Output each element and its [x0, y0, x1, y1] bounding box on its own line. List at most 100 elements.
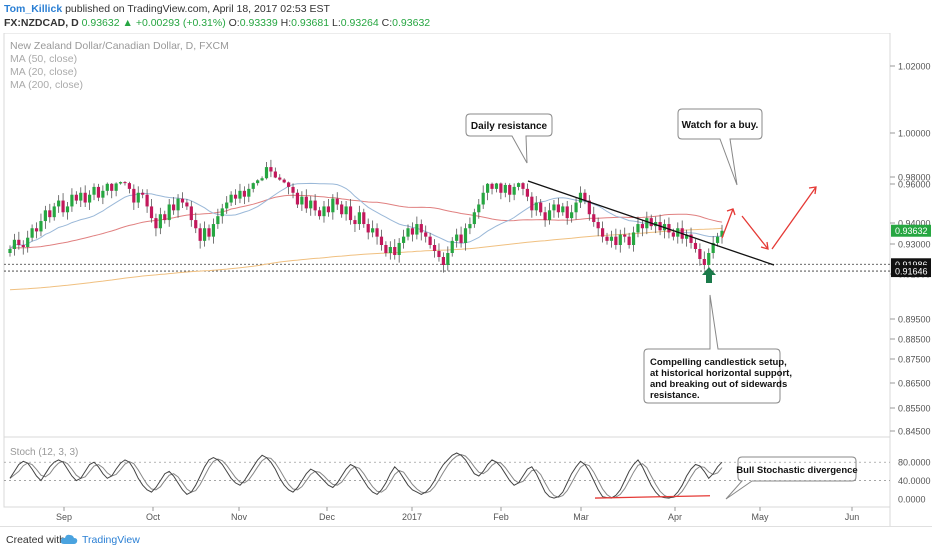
candle-body[interactable] — [8, 249, 12, 253]
callout-watch-buy[interactable]: Watch for a buy. — [677, 108, 763, 186]
candle-body[interactable] — [88, 194, 92, 203]
stoch-label[interactable]: Stoch (12, 3, 3) — [10, 447, 78, 458]
candle-body[interactable] — [189, 206, 193, 221]
candle-body[interactable] — [428, 236, 432, 245]
candle-body[interactable] — [424, 232, 428, 237]
candle-body[interactable] — [322, 206, 326, 217]
candle-body[interactable] — [574, 202, 578, 213]
candle-body[interactable] — [600, 228, 605, 237]
candle-body[interactable] — [105, 183, 109, 191]
candle-body[interactable] — [326, 206, 331, 213]
candle-body[interactable] — [238, 190, 242, 199]
candle-body[interactable] — [220, 208, 224, 217]
candle-body[interactable] — [539, 202, 543, 213]
candle-body[interactable] — [357, 212, 361, 225]
candle-body[interactable] — [432, 245, 437, 251]
candle-body[interactable] — [490, 183, 494, 189]
candle-body[interactable] — [481, 192, 485, 205]
candle-body[interactable] — [605, 236, 609, 241]
candle-body[interactable] — [154, 218, 158, 229]
ma20-line[interactable] — [9, 182, 722, 250]
candle-body[interactable] — [348, 206, 353, 221]
candle-body[interactable] — [92, 186, 96, 195]
candle-body[interactable] — [516, 183, 521, 187]
candle-body[interactable] — [335, 198, 339, 205]
candle-body[interactable] — [61, 200, 65, 213]
time-axis[interactable]: Sep Oct Nov Dec 2017 Feb Mar Apr May Jun — [56, 507, 859, 522]
candle-body[interactable] — [52, 206, 56, 218]
candle-body[interactable] — [291, 186, 295, 193]
candle-body[interactable] — [455, 234, 459, 241]
divergence-line[interactable] — [594, 495, 711, 499]
candle-body[interactable] — [207, 228, 211, 237]
candle-body[interactable] — [371, 228, 375, 233]
candle-body[interactable] — [685, 234, 689, 239]
candle-body[interactable] — [225, 202, 229, 209]
candle-body[interactable] — [486, 183, 490, 193]
candle-body[interactable] — [578, 192, 583, 203]
candle-body[interactable] — [211, 224, 216, 237]
candle-body[interactable] — [547, 210, 552, 221]
candle-body[interactable] — [101, 190, 105, 198]
candle-body[interactable] — [70, 194, 74, 207]
candles[interactable] — [8, 159, 724, 273]
candle-body[interactable] — [163, 214, 167, 221]
candle-body[interactable] — [295, 192, 300, 205]
candle-body[interactable] — [459, 234, 463, 243]
candle-body[interactable] — [39, 221, 43, 232]
candle-body[interactable] — [437, 251, 441, 257]
candle-body[interactable] — [623, 234, 627, 237]
symbol-label[interactable]: FX:NZDCAD, D — [4, 17, 79, 29]
candle-body[interactable] — [631, 232, 636, 245]
candle-body[interactable] — [530, 196, 534, 211]
candle-body[interactable] — [282, 179, 286, 183]
stoch-d-line[interactable] — [9, 453, 723, 499]
candle-body[interactable] — [503, 184, 507, 193]
candle-body[interactable] — [65, 206, 70, 213]
candle-body[interactable] — [198, 228, 202, 241]
candle-body[interactable] — [180, 198, 185, 203]
candle-body[interactable] — [30, 228, 34, 238]
candle-body[interactable] — [57, 200, 61, 207]
resistance-trendline[interactable] — [527, 180, 775, 266]
candle-body[interactable] — [251, 183, 255, 189]
candle-body[interactable] — [176, 198, 180, 211]
stoch-k-line[interactable] — [9, 452, 723, 499]
candle-body[interactable] — [640, 224, 644, 229]
candle-body[interactable] — [149, 206, 154, 219]
candle-body[interactable] — [158, 214, 162, 229]
candle-body[interactable] — [415, 224, 419, 235]
candle-body[interactable] — [79, 192, 83, 201]
candle-body[interactable] — [118, 182, 123, 184]
candle-body[interactable] — [247, 188, 251, 197]
candle-body[interactable] — [242, 190, 246, 197]
candle-body[interactable] — [145, 194, 149, 207]
candle-body[interactable] — [269, 167, 273, 172]
callout-candlestick-setup[interactable]: Compelling candlestick setup, at histori… — [643, 294, 792, 404]
candle-body[interactable] — [583, 192, 587, 201]
candle-body[interactable] — [167, 204, 171, 221]
candle-body[interactable] — [344, 206, 348, 215]
candle-body[interactable] — [185, 202, 189, 207]
candle-body[interactable] — [123, 182, 127, 184]
candle-body[interactable] — [366, 224, 370, 233]
candle-body[interactable] — [229, 194, 233, 203]
ma50-line[interactable] — [9, 194, 723, 249]
candle-body[interactable] — [552, 204, 556, 211]
candle-body[interactable] — [720, 230, 724, 237]
candle-body[interactable] — [609, 236, 614, 241]
candle-body[interactable] — [353, 220, 357, 225]
candle-body[interactable] — [256, 180, 260, 184]
candle-body[interactable] — [534, 202, 538, 211]
legend-ma200[interactable]: MA (200, close) — [10, 79, 83, 91]
candle-body[interactable] — [410, 228, 415, 235]
candle-body[interactable] — [556, 204, 560, 213]
candle-body[interactable] — [667, 224, 671, 233]
candle-body[interactable] — [127, 183, 132, 189]
candle-body[interactable] — [260, 178, 264, 181]
candle-body[interactable] — [43, 210, 47, 222]
candle-body[interactable] — [397, 242, 401, 255]
candle-body[interactable] — [512, 186, 516, 195]
candle-body[interactable] — [375, 228, 379, 237]
